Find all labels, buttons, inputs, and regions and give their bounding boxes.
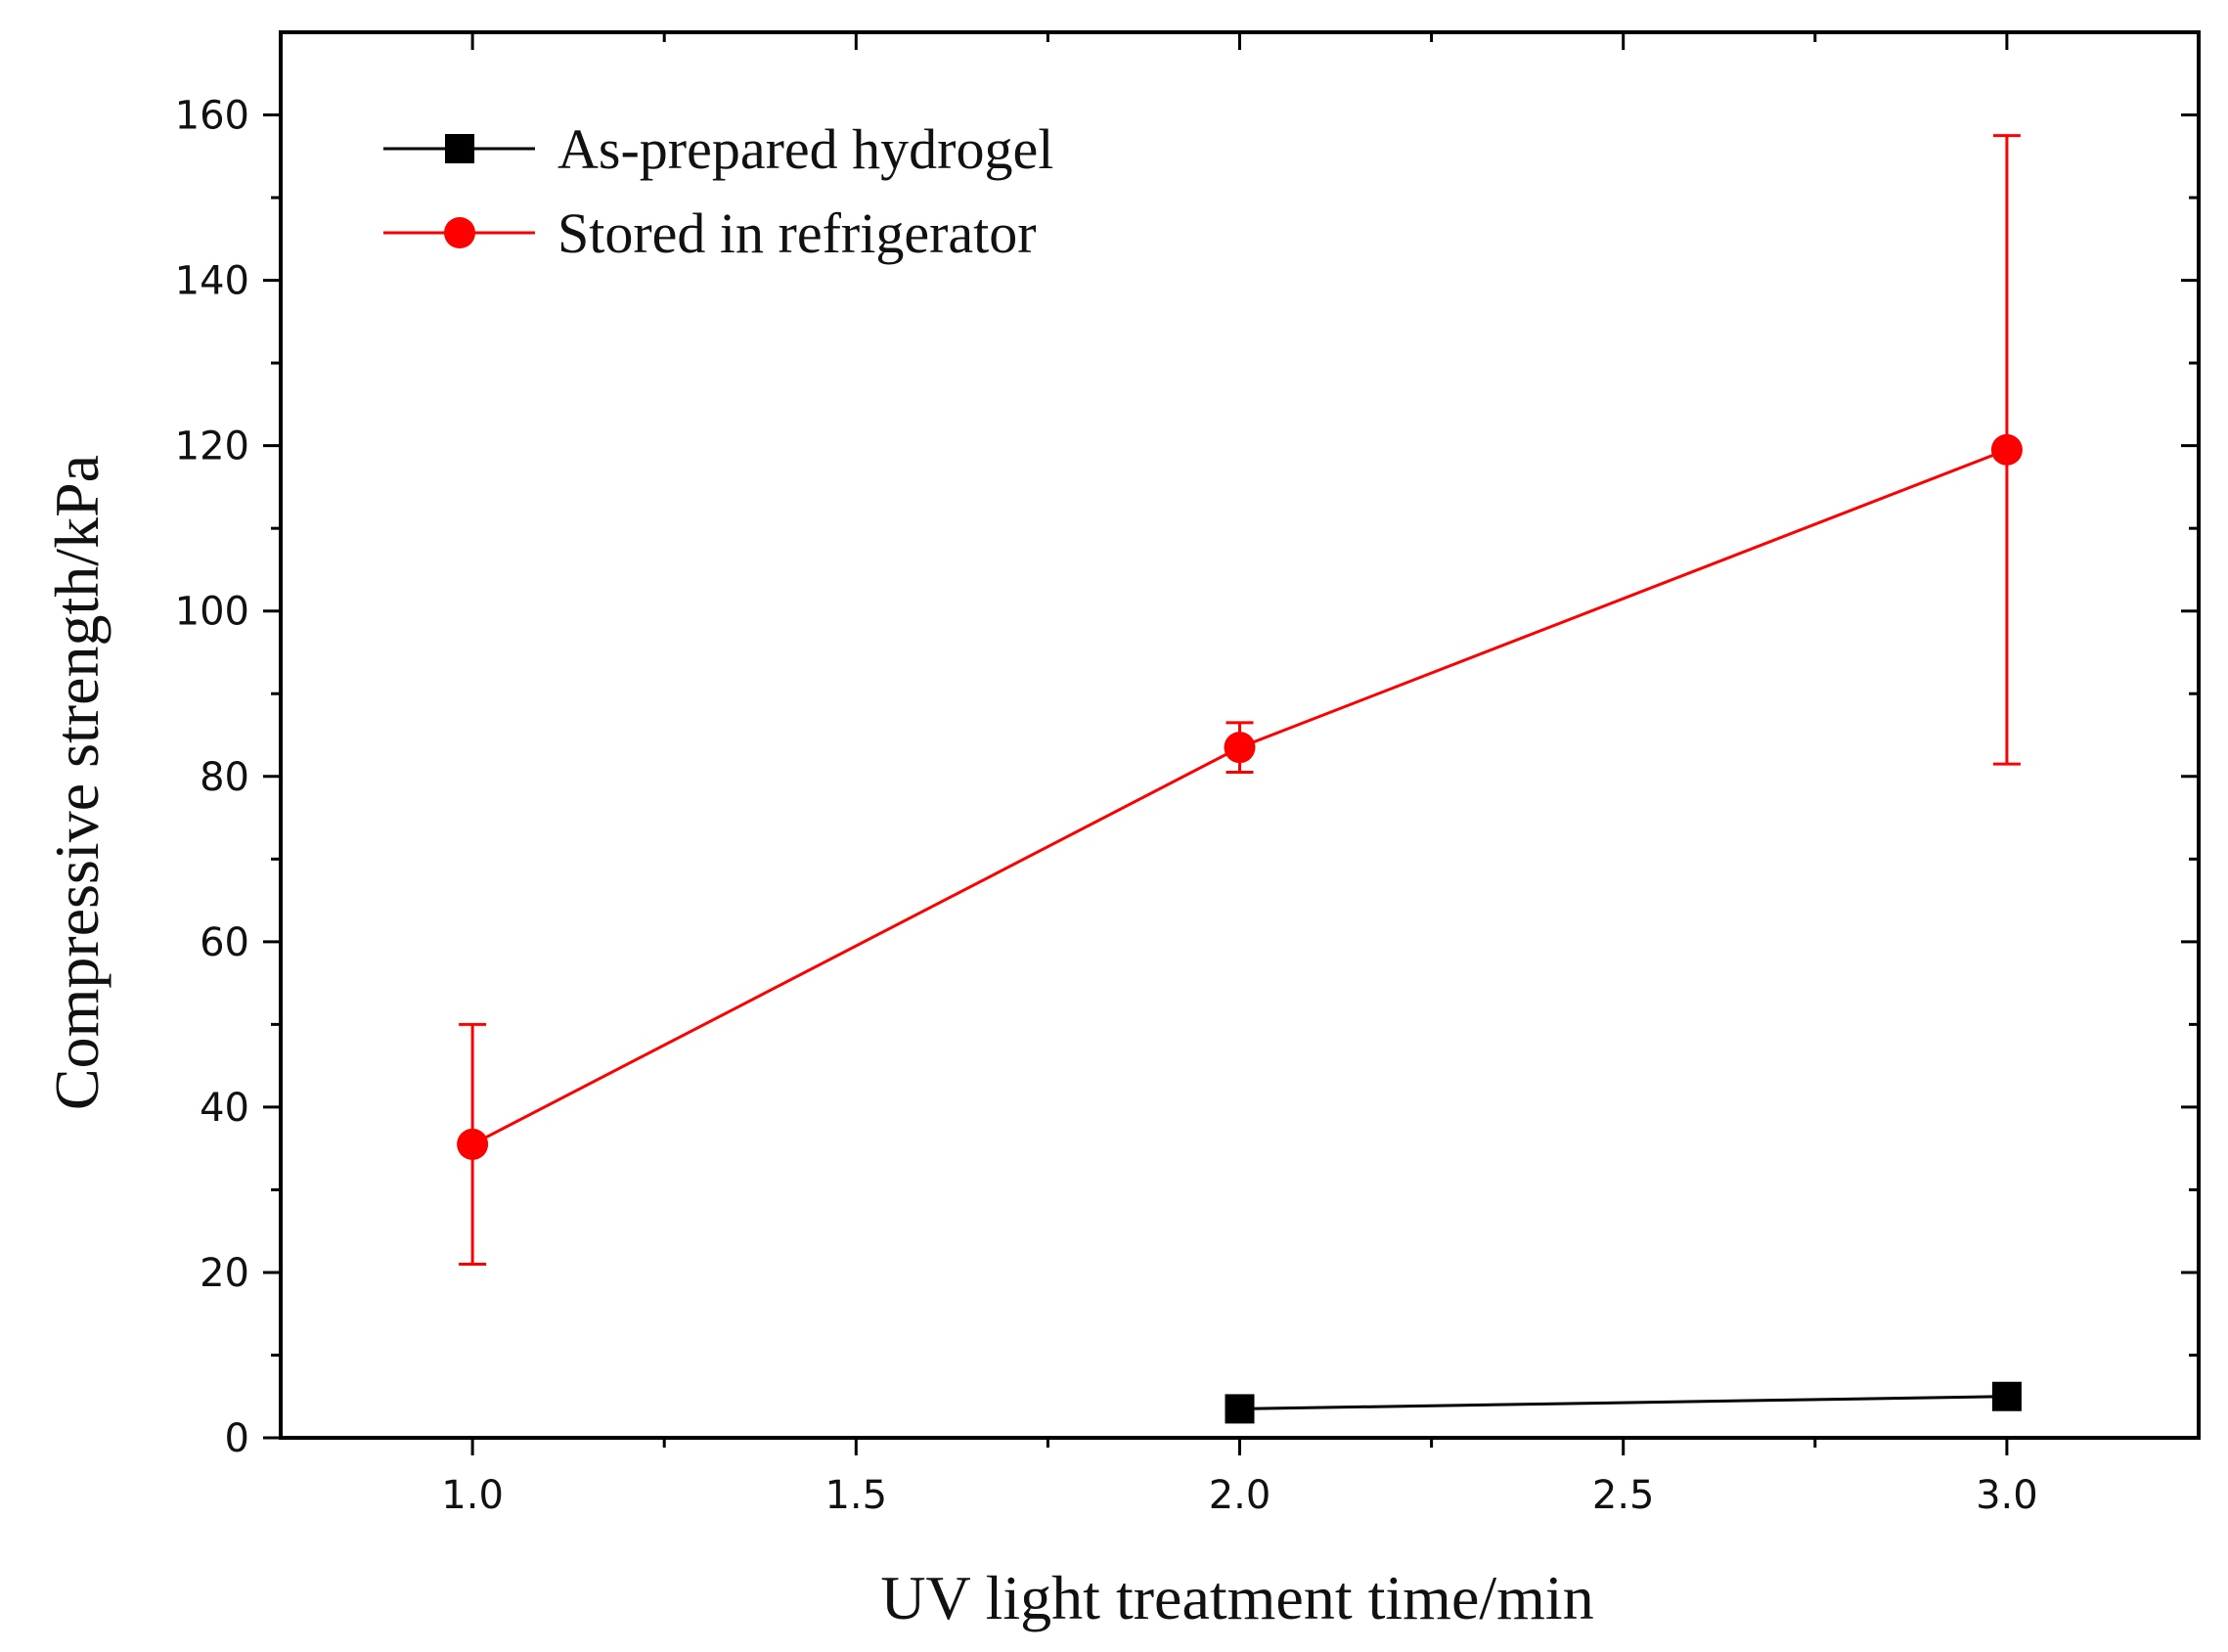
y-tick-label: 160 [175, 94, 249, 139]
series [457, 134, 2023, 1424]
y-tick-label: 120 [175, 424, 249, 469]
x-tick-label: 1.0 [441, 1473, 504, 1518]
x-axis-title: UV light treatment time/min [880, 1563, 1593, 1632]
legend-label: Stored in refrigerator [557, 201, 1037, 265]
series-1 [457, 134, 2023, 1266]
y-tick-label: 80 [200, 755, 249, 800]
data-point [1225, 1394, 1255, 1424]
legend-label: As-prepared hydrogel [557, 117, 1053, 181]
axes: 1.0 1.5 2.0 2.5 3.0 0 20 40 60 80 100 120 140 160 [175, 30, 2201, 1518]
y-tick-label: 0 [225, 1416, 249, 1461]
y-tick-label: 60 [200, 920, 249, 965]
x-tick-label: 3.0 [1976, 1473, 2038, 1518]
y-tick-label: 20 [200, 1251, 249, 1296]
y-tick-label: 140 [175, 259, 249, 304]
y-axis-title: Compressive strength/kPa [42, 455, 111, 1110]
y-tick-label: 100 [175, 590, 249, 635]
data-point [1990, 433, 2023, 466]
legend-item: As-prepared hydrogel [383, 117, 1053, 181]
series-line [1239, 1395, 2007, 1410]
y-tick-label: 40 [200, 1086, 249, 1131]
data-point [1991, 1381, 2022, 1411]
legend-marker [444, 217, 475, 248]
legend-marker [445, 134, 474, 163]
data-point [1224, 732, 1256, 764]
data-point [457, 1128, 489, 1160]
legend-item: Stored in refrigerator [383, 201, 1037, 265]
x-tick-label: 2.5 [1592, 1473, 1655, 1518]
series-0 [1225, 1381, 2022, 1424]
x-tick-label: 1.5 [824, 1473, 887, 1518]
x-tick-label: 2.0 [1209, 1473, 1271, 1518]
legend: As-prepared hydrogel Stored in refrigerat… [383, 117, 1053, 265]
